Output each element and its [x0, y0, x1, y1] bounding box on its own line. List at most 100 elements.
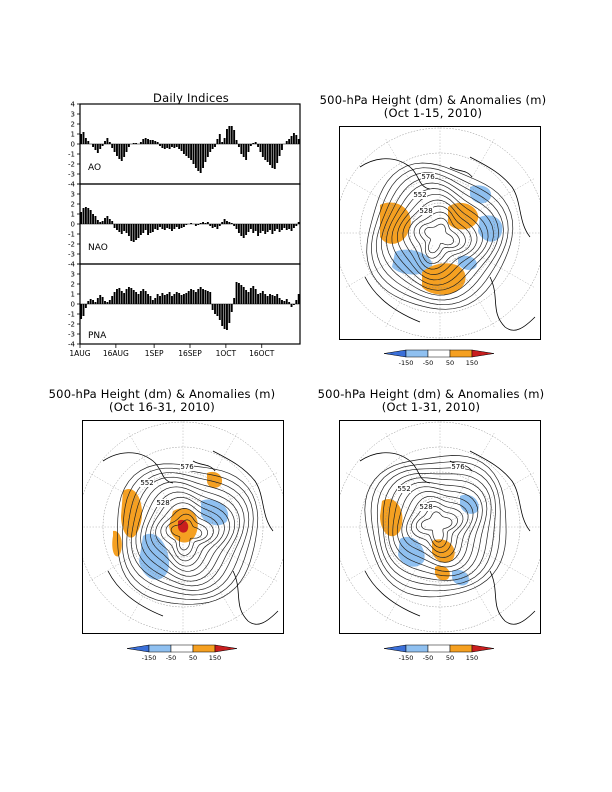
- index-bar: [245, 224, 248, 235]
- index-bar: [92, 144, 94, 147]
- index-bar: [245, 290, 248, 304]
- index-bar: [96, 220, 99, 224]
- meridian: [195, 471, 279, 521]
- index-bar: [209, 144, 212, 152]
- index-bar: [185, 293, 188, 304]
- index-bar: [271, 295, 274, 304]
- index-bar: [209, 224, 212, 226]
- index-bar: [92, 214, 94, 224]
- index-bar: [271, 144, 274, 168]
- latitude-circle: [340, 127, 540, 339]
- index-bar: [230, 223, 233, 224]
- index-panel-nao: 3 2 1 0 -1 -2 -3 -4 NAO: [68, 183, 301, 269]
- index-bar: [116, 224, 118, 230]
- index-bar: [137, 224, 140, 238]
- index-bar: [182, 294, 185, 304]
- index-bar: [278, 224, 281, 232]
- y-tick-label: -1: [68, 311, 75, 319]
- index-bar: [292, 304, 295, 305]
- index-bar: [187, 291, 190, 304]
- index-bar: [123, 224, 126, 231]
- index-bar: [159, 144, 161, 146]
- height-contour: [117, 463, 259, 605]
- index-bar: [171, 296, 173, 304]
- index-bar: [185, 144, 188, 156]
- index-bar: [221, 304, 224, 326]
- index-bar: [173, 294, 176, 304]
- index-bar: [216, 139, 219, 144]
- index-bar: [235, 282, 238, 304]
- height-contour: [145, 491, 230, 577]
- index-bar: [269, 294, 271, 304]
- index-bar: [135, 143, 138, 144]
- colorbar-swatch: [383, 644, 407, 653]
- index-bar: [125, 289, 128, 304]
- index-bar: [281, 224, 283, 230]
- index-bar: [84, 138, 87, 144]
- index-bar: [135, 292, 138, 304]
- height-contour: [155, 502, 220, 567]
- y-tick-label: 2: [71, 121, 75, 129]
- y-tick-label: -1: [68, 151, 75, 159]
- index-bar: [171, 224, 173, 231]
- height-contour: [420, 511, 453, 543]
- index-bar: [242, 287, 245, 304]
- coastline: [364, 570, 421, 617]
- latitude-circle: [384, 177, 496, 289]
- map-title-oct-1-15: 500-hPa Height (dm) & Anomalies (m) (Oct…: [319, 93, 547, 120]
- index-bar: [235, 224, 238, 229]
- colorbar-swatch: [427, 349, 451, 358]
- index-bar: [192, 144, 195, 164]
- index-bar: [202, 144, 204, 168]
- index-bar: [113, 144, 116, 152]
- colorbar-swatch: [170, 644, 194, 653]
- index-bar: [228, 126, 231, 144]
- contour-label-bg: [140, 479, 154, 487]
- colorbar-label: -50: [423, 654, 434, 662]
- contour-label-bg: [451, 463, 465, 471]
- index-bar: [237, 224, 240, 233]
- index-bar: [252, 143, 255, 144]
- index-bar: [173, 144, 176, 148]
- index-bar: [171, 144, 173, 147]
- colorbar-label: -50: [166, 654, 177, 662]
- contour-label: 552: [413, 191, 426, 199]
- index-bar: [113, 292, 116, 304]
- y-tick-label: -2: [68, 241, 75, 249]
- index-bar: [80, 134, 83, 144]
- index-bar: [96, 298, 99, 304]
- colorbar-swatch: [471, 644, 495, 653]
- index-bar: [132, 143, 135, 144]
- index-bar: [223, 219, 226, 224]
- index-bar: [266, 224, 269, 232]
- anomaly-region: [112, 530, 122, 557]
- index-bar: [226, 221, 228, 224]
- y-tick-label: 1: [71, 211, 75, 219]
- height-contour: [370, 461, 501, 592]
- index-bar: [106, 138, 109, 144]
- index-bar: [194, 292, 197, 304]
- coastline: [232, 570, 279, 625]
- index-bar: [245, 144, 248, 160]
- index-bar: [142, 289, 145, 304]
- index-bar: [199, 144, 202, 173]
- colorbar-swatch: [405, 644, 429, 653]
- index-bar: [278, 144, 281, 156]
- index-bar: [149, 140, 152, 144]
- index-bar: [197, 224, 200, 225]
- index-bar: [285, 141, 288, 144]
- x-tick-label: 1OCT: [216, 349, 237, 358]
- index-bar: [254, 289, 257, 304]
- index-bar: [276, 294, 279, 304]
- anomaly-region: [392, 249, 433, 275]
- meridian: [384, 245, 434, 329]
- map-oct-1-31: 576 552 528: [339, 420, 541, 634]
- index-bar: [278, 298, 281, 304]
- index-bar: [233, 224, 236, 226]
- index-bar: [297, 294, 300, 304]
- index-bar: [206, 222, 209, 224]
- coastline: [489, 276, 536, 331]
- index-bar: [290, 136, 293, 144]
- height-contour: [386, 182, 494, 291]
- index-bar: [127, 287, 130, 304]
